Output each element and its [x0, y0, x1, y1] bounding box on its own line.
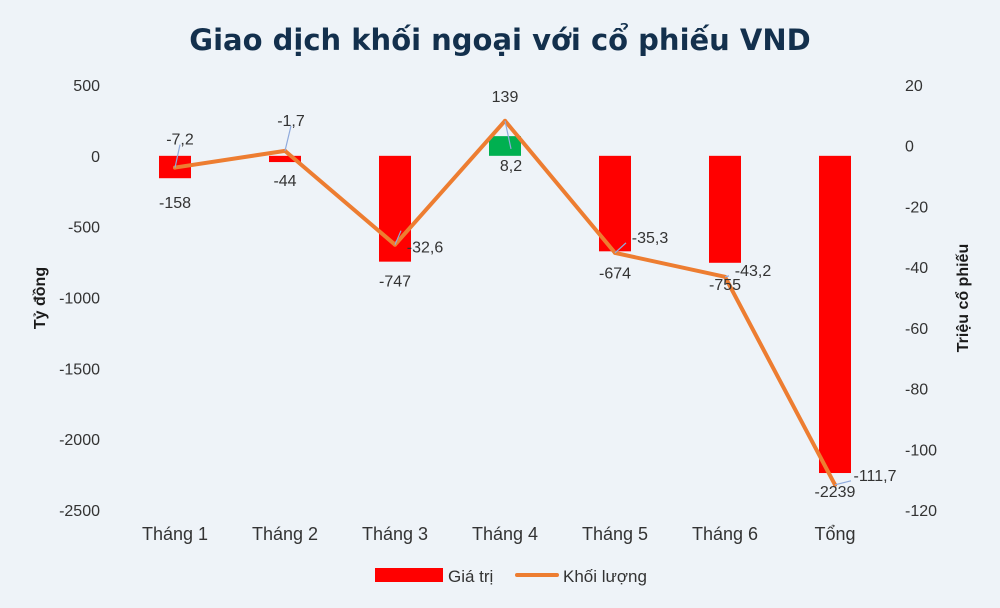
- right-tick-label: 0: [905, 139, 914, 156]
- leader-line: [284, 125, 292, 152]
- line-data-label: -35,3: [632, 230, 669, 247]
- bar-data-label: -158: [159, 195, 191, 212]
- right-tick-label: -60: [905, 321, 928, 338]
- line-data-label: 8,2: [500, 158, 522, 175]
- category-label: Tháng 6: [692, 524, 758, 544]
- bar: [819, 155, 851, 474]
- legend-label-line: Khối lượng: [563, 567, 647, 586]
- bar-data-label: -755: [709, 277, 741, 294]
- line-data-labels: -7,2 -1,7 -32,6 8,2 -35,3 -43,2 -111,7: [166, 113, 897, 486]
- bar-data-label: -44: [273, 173, 296, 190]
- right-axis-ticks: 20 0 -20 -40 -60 -80 -100 -120: [905, 78, 937, 520]
- bar-data-label: -674: [599, 265, 631, 282]
- chart-title: Giao dịch khối ngoại với cổ phiếu VND: [189, 23, 810, 57]
- legend-label-bar: Giá trị: [448, 567, 493, 586]
- right-tick-label: -40: [905, 260, 928, 277]
- left-tick-label: -2500: [59, 503, 100, 520]
- left-axis-ticks: 500 0 -500 -1000 -1500 -2000 -2500: [59, 78, 100, 520]
- line-data-label: -43,2: [735, 263, 772, 280]
- bar-data-label: -2239: [815, 484, 856, 501]
- legend-swatch-bar: [375, 568, 443, 582]
- left-axis-title: Tỷ đồng: [32, 267, 49, 329]
- bar: [269, 155, 301, 163]
- left-tick-label: -2000: [59, 432, 100, 449]
- legend: Giá trị Khối lượng: [375, 567, 647, 586]
- line-data-label: -1,7: [277, 113, 305, 130]
- leader-line: [834, 480, 852, 486]
- right-tick-label: -80: [905, 382, 928, 399]
- bar: [709, 155, 741, 263]
- left-tick-label: 500: [73, 78, 100, 95]
- leader-line: [394, 230, 402, 245]
- bar-series: [159, 136, 851, 474]
- leader-line: [614, 242, 627, 254]
- leader-line: [724, 275, 730, 278]
- category-labels: Tháng 1 Tháng 2 Tháng 3 Tháng 4 Tháng 5 Tháng…: [142, 524, 856, 544]
- right-tick-label: -20: [905, 199, 928, 216]
- right-tick-label: -100: [905, 442, 937, 459]
- leader-line: [504, 120, 512, 149]
- left-tick-label: -1500: [59, 361, 100, 378]
- right-axis-title: Triệu cổ phiếu: [954, 244, 972, 352]
- line-data-label: -111,7: [854, 468, 897, 485]
- leader-line: [174, 144, 181, 168]
- left-tick-label: -1000: [59, 291, 100, 308]
- line-data-label: -7,2: [166, 132, 194, 149]
- bar-data-label: 139: [492, 89, 519, 106]
- right-tick-label: 20: [905, 78, 923, 95]
- category-label: Tháng 2: [252, 524, 318, 544]
- category-label: Tháng 1: [142, 524, 208, 544]
- category-label: Tháng 3: [362, 524, 428, 544]
- left-tick-label: -500: [68, 220, 100, 237]
- bar: [599, 155, 631, 252]
- left-tick-label: 0: [91, 149, 100, 166]
- category-label: Tháng 4: [472, 524, 538, 544]
- category-label: Tháng 5: [582, 524, 648, 544]
- category-label: Tổng: [814, 524, 855, 544]
- bar-data-labels: -158 -44 -747 139 -674 -755 -2239: [159, 89, 856, 501]
- line-data-label: -32,6: [407, 240, 444, 257]
- right-tick-label: -120: [905, 503, 937, 520]
- bar-data-label: -747: [379, 274, 411, 291]
- bar: [489, 136, 521, 156]
